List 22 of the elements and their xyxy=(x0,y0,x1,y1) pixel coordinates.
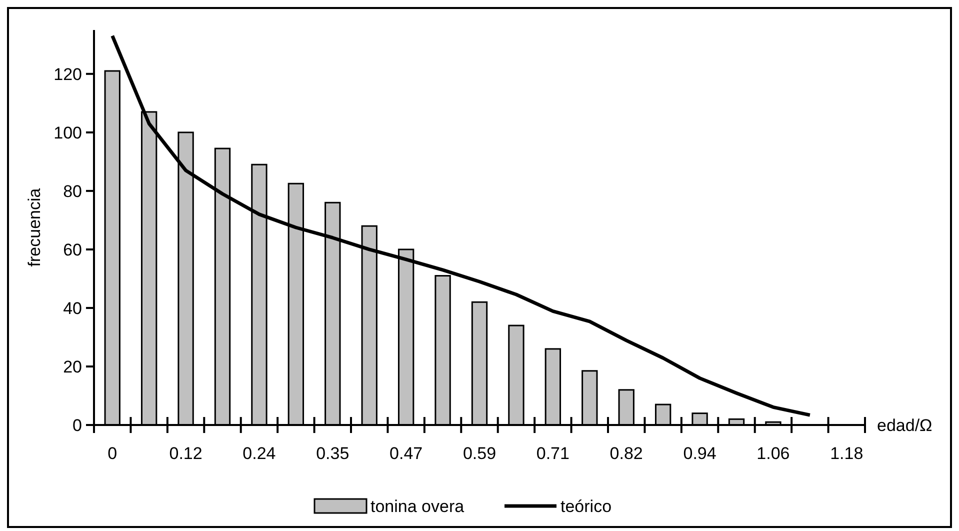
x-tick-label: 0.24 xyxy=(242,444,276,463)
x-tick-label: 0 xyxy=(108,444,118,463)
legend-label: teórico xyxy=(560,496,612,516)
x-tick-label: 1.06 xyxy=(756,444,790,463)
legend-label: tonina overa xyxy=(370,496,465,516)
x-tick-label: 0.59 xyxy=(462,444,496,463)
x-tick-label: 0.71 xyxy=(536,444,570,463)
y-tick-label: 100 xyxy=(54,123,82,142)
x-axis-title: edad/Ω xyxy=(877,416,932,435)
y-tick-label: 20 xyxy=(63,357,82,376)
y-tick-label: 80 xyxy=(63,182,82,201)
y-tick-label: 120 xyxy=(54,64,82,84)
x-tick-label: 0.35 xyxy=(316,444,350,463)
y-axis-title: frecuencia xyxy=(25,188,44,267)
x-tick-label: 0.94 xyxy=(683,444,716,463)
y-tick-label: 0 xyxy=(72,416,82,435)
y-tick-label: 60 xyxy=(63,240,82,260)
x-tick-label: 0.12 xyxy=(169,444,202,463)
x-tick-label: 0.47 xyxy=(390,444,423,463)
x-tick-label: 1.18 xyxy=(830,444,864,463)
x-tick-label: 0.82 xyxy=(610,444,643,463)
y-tick-label: 40 xyxy=(63,298,82,318)
